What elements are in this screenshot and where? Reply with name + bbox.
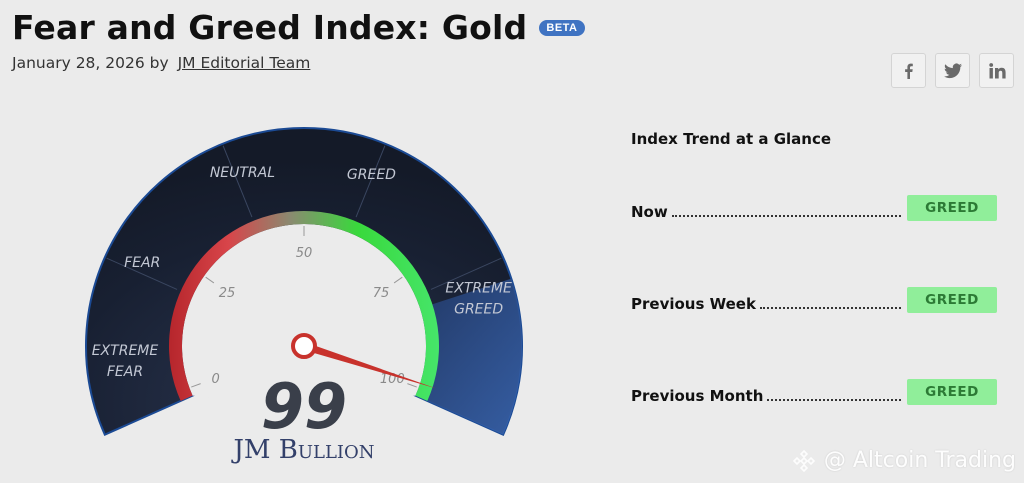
status-badge: GREED	[907, 195, 997, 221]
gauge-tick-mark	[191, 383, 201, 388]
gauge-zone-divider	[430, 257, 502, 290]
gauge-tick-label: 75	[373, 286, 390, 301]
gauge-zone-divider	[222, 145, 253, 218]
linkedin-share-button[interactable]	[979, 53, 1014, 88]
watermark: @ Altcoin Trading	[792, 448, 1016, 473]
gauge-tick-mark	[407, 383, 417, 388]
gauge-tick-label: 0	[212, 372, 220, 387]
gauge-zone-label: NEUTRAL	[210, 165, 275, 181]
byline-by: by	[149, 54, 169, 72]
trend-label: Previous Month	[631, 387, 764, 405]
gauge-needle-pointer	[302, 342, 437, 389]
status-badge: GREED	[907, 287, 997, 313]
gauge-score: 99	[261, 370, 347, 443]
fear-greed-gauge: EXTREME FEAR FEAR NEUTRAL GREED EXTREME GREED 0…	[85, 127, 523, 465]
dotted-leader	[671, 215, 901, 217]
dotted-leader	[759, 307, 901, 309]
twitter-share-button[interactable]	[935, 53, 970, 88]
gauge-zone-divider	[106, 257, 178, 290]
trend-row-previous-month: Previous Month GREED	[631, 379, 997, 405]
gauge-zone-label: EXTREME FEAR	[92, 343, 159, 380]
beta-badge: BETA	[539, 19, 585, 36]
trend-label: Previous Week	[631, 295, 756, 313]
dotted-leader	[767, 399, 901, 401]
gauge-tick-label: 50	[296, 246, 313, 261]
facebook-share-button[interactable]	[891, 53, 926, 88]
author-link[interactable]: JM Editorial Team	[177, 54, 311, 72]
trend-panel: Index Trend at a Glance Now GREED Previo…	[631, 130, 1001, 405]
watermark-text: @ Altcoin Trading	[823, 448, 1016, 473]
status-badge: GREED	[907, 379, 997, 405]
gauge-zone-label: FEAR	[124, 255, 160, 271]
gauge-brand-logo: JM Bullion	[230, 435, 374, 465]
binance-logo-icon	[792, 449, 816, 472]
gauge-needle-hub	[291, 333, 317, 359]
gauge-tick-mark	[393, 276, 403, 284]
gauge-zone-divider	[355, 145, 386, 218]
page-title: Fear and Greed Index: Gold	[12, 8, 528, 47]
publish-date: January 28, 2026	[12, 54, 145, 72]
byline: January 28, 2026 by JM Editorial Team	[12, 54, 310, 72]
trend-label: Now	[631, 203, 668, 221]
trend-row-now: Now GREED	[631, 195, 997, 221]
social-share	[891, 53, 1014, 88]
gauge-body	[85, 127, 523, 436]
gauge-zone-label: GREED	[347, 167, 396, 183]
trend-title: Index Trend at a Glance	[631, 130, 832, 148]
trend-row-previous-week: Previous Week GREED	[631, 287, 997, 313]
page-header: Fear and Greed Index: Gold BETA	[12, 8, 585, 47]
gauge-tick-mark	[205, 276, 215, 284]
twitter-icon	[943, 63, 962, 78]
gauge-zone-label: EXTREME GREED	[445, 280, 512, 317]
gauge-needle	[291, 333, 437, 389]
gauge-face	[182, 223, 426, 406]
facebook-icon	[904, 63, 913, 79]
gauge-tick-label: 25	[219, 286, 236, 301]
gauge-labels: EXTREME FEAR FEAR NEUTRAL GREED EXTREME GREED 0…	[92, 165, 512, 388]
linkedin-icon	[988, 62, 1006, 78]
